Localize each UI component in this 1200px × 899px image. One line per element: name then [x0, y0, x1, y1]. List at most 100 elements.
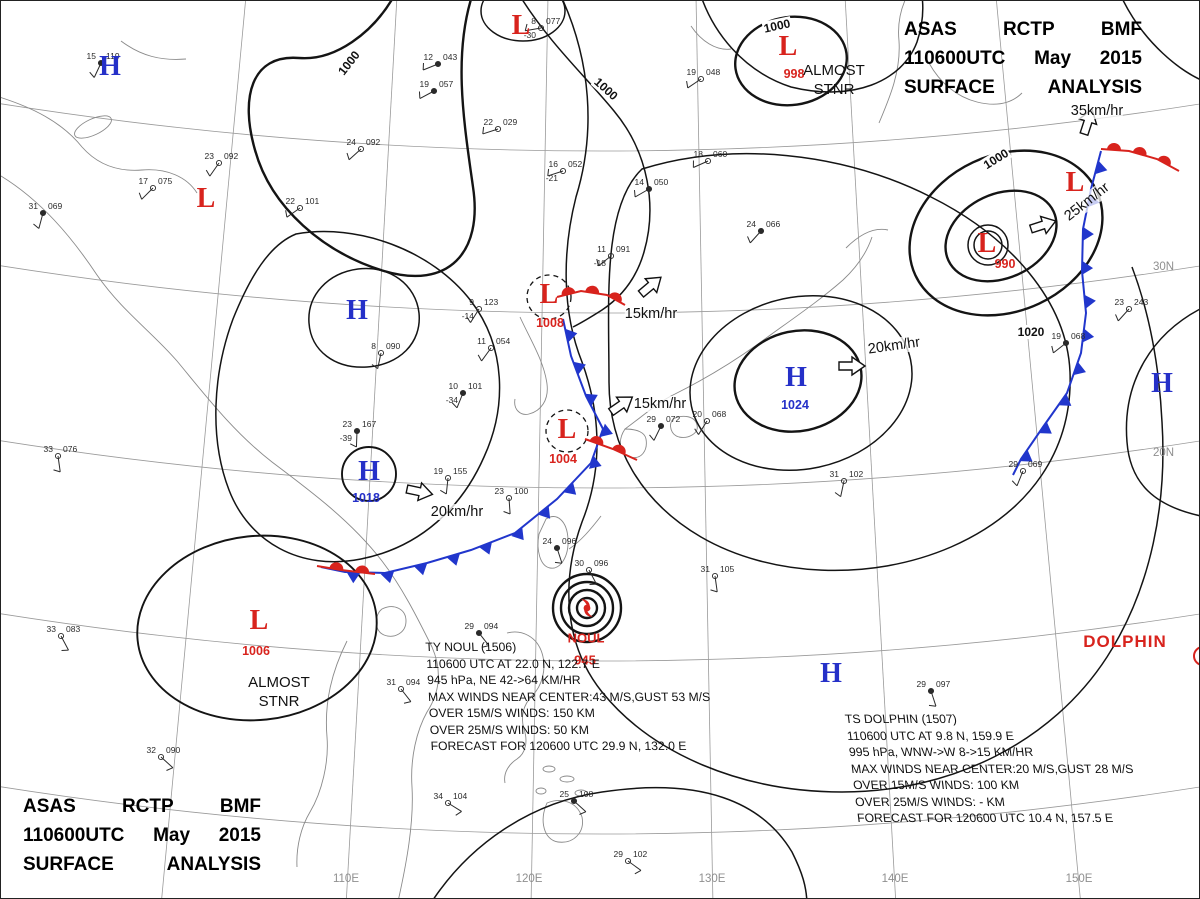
low-center-letter: L [511, 9, 531, 41]
longitude-label: 120E [515, 873, 543, 885]
cold-front-triangle-icon [446, 553, 460, 566]
station-plot: 33 076 [44, 444, 77, 473]
latitude-label: 30N [1153, 261, 1175, 273]
svg-text:096: 096 [594, 558, 608, 568]
svg-text:094: 094 [484, 621, 498, 631]
svg-text:8: 8 [531, 16, 536, 26]
station-plot: 31 069 [29, 201, 62, 229]
storm-info-line: TS DOLPHIN (1507) [844, 712, 958, 726]
svg-text:15: 15 [87, 51, 97, 61]
svg-text:123: 123 [484, 297, 498, 307]
svg-text:101: 101 [305, 196, 319, 206]
svg-text:105: 105 [720, 564, 734, 574]
title-word: ANALYSIS [166, 854, 261, 875]
wind-barb [930, 690, 937, 707]
title-word: ASAS [904, 19, 957, 40]
dolphin-name-label: DOLPHIN [1083, 632, 1167, 651]
title-word: BMF [1100, 19, 1142, 40]
wind-barb [1117, 308, 1130, 322]
almost-stnr-note: ALMOST STNR [803, 62, 865, 98]
cold-front-triangle-icon [588, 455, 602, 469]
wind-barb [508, 497, 511, 514]
wind-barb [38, 212, 44, 229]
svg-text:-21: -21 [546, 173, 559, 183]
svg-text:31: 31 [29, 201, 39, 211]
svg-text:22: 22 [286, 196, 296, 206]
svg-text:060: 060 [713, 149, 727, 159]
station-plot: 24 092 [347, 137, 380, 161]
longitude-label: 130E [698, 873, 726, 885]
wind-barb [93, 62, 102, 78]
noul-name-label: NOUL [567, 630, 605, 646]
storm-info-line: OVER 25M/S WINDS: - KM [854, 794, 1006, 809]
wind-barb [556, 547, 563, 564]
ty-noul-info-block: TY NOUL (1506) 110600 UTC AT 22.0 N, 122.… [425, 639, 713, 755]
svg-text:-34: -34 [446, 395, 459, 405]
high-center-letter: H [785, 361, 807, 393]
station-plot: 19 068 [1051, 331, 1085, 354]
svg-text:090: 090 [166, 745, 180, 755]
wind-barb [547, 170, 564, 177]
cold-front-triangle-icon [1081, 260, 1094, 275]
svg-text:057: 057 [439, 79, 453, 89]
wind-barb [840, 480, 845, 497]
wind-barb [478, 632, 490, 646]
svg-text:052: 052 [568, 159, 582, 169]
station-plot: 23 167 -39 [340, 419, 376, 448]
svg-text:091: 091 [616, 244, 630, 254]
front-speed-label: 20km/hr [430, 504, 484, 520]
svg-text:050: 050 [654, 177, 668, 187]
station-plot: 31 105 [701, 564, 734, 593]
svg-text:33: 33 [47, 624, 57, 634]
svg-text:108: 108 [579, 789, 593, 799]
low-center-letter: L [249, 604, 269, 636]
latitude-label: 20N [1153, 447, 1175, 459]
storm-info-line: OVER 15M/S WINDS: 150 KM [428, 706, 596, 720]
movement-arrows-layer [405, 108, 1098, 502]
svg-text:16: 16 [549, 159, 559, 169]
title-word: RCTP [121, 796, 174, 817]
svg-text:29: 29 [1009, 459, 1019, 469]
svg-text:17: 17 [139, 176, 149, 186]
movement-arrow-icon [1028, 215, 1057, 236]
longitude-label: 110E [332, 873, 360, 885]
svg-text:24: 24 [543, 536, 553, 546]
title-block-top-right: ASAS RCTP BMF 110600UTC May 2015 SURFACE ANALYS… [904, 15, 1142, 102]
svg-text:25: 25 [560, 789, 570, 799]
station-plot: 31 094 [387, 677, 420, 704]
cold-front-triangle-icon [478, 541, 492, 555]
svg-text:30: 30 [575, 558, 585, 568]
station-plot: 29 069 [1009, 459, 1042, 487]
title-word: 110600UTC [23, 825, 125, 846]
svg-text:29: 29 [647, 414, 657, 424]
wind-barb [60, 635, 69, 651]
station-plot: 17 075 [139, 176, 172, 200]
wind-barb [377, 352, 382, 369]
ts-dolphin-info-block: TS DOLPHIN (1507) 110600 UTC AT 9.8 N, 15… [844, 711, 1140, 827]
cold-front-triangle-icon [380, 570, 395, 584]
warm-front-semicircle-icon [585, 285, 600, 294]
svg-text:068: 068 [712, 409, 726, 419]
svg-text:12: 12 [424, 52, 434, 62]
cold-front-triangle-icon [537, 505, 551, 519]
storm-info-line: OVER 25M/S WINDS: 50 KM [429, 722, 590, 737]
station-plot: 23 092 [205, 151, 238, 177]
cold-front-triangle-icon [1019, 449, 1033, 462]
svg-text:11: 11 [477, 336, 486, 346]
svg-text:092: 092 [366, 137, 380, 147]
station-plot: 9 123 -14 [462, 297, 498, 323]
svg-text:167: 167 [362, 419, 376, 429]
storm-info-line: TY NOUL (1506) [425, 640, 517, 654]
center-pressure-value: 1018 [352, 491, 380, 505]
storm-info-line: 995 hPa, WNW->W 8->15 KM/HR [848, 745, 1034, 759]
center-pressure-value: 1024 [781, 398, 809, 412]
center-pressure-value: 1006 [242, 644, 270, 658]
warm-front-semicircle-icon [589, 436, 604, 446]
svg-text:19: 19 [687, 67, 697, 77]
station-plot: 31 102 [830, 469, 863, 498]
svg-text:31: 31 [701, 564, 711, 574]
title-row: ASAS RCTP BMF [904, 15, 1142, 44]
low-center-letter: L [196, 182, 216, 214]
title-word: SURFACE [904, 77, 995, 98]
